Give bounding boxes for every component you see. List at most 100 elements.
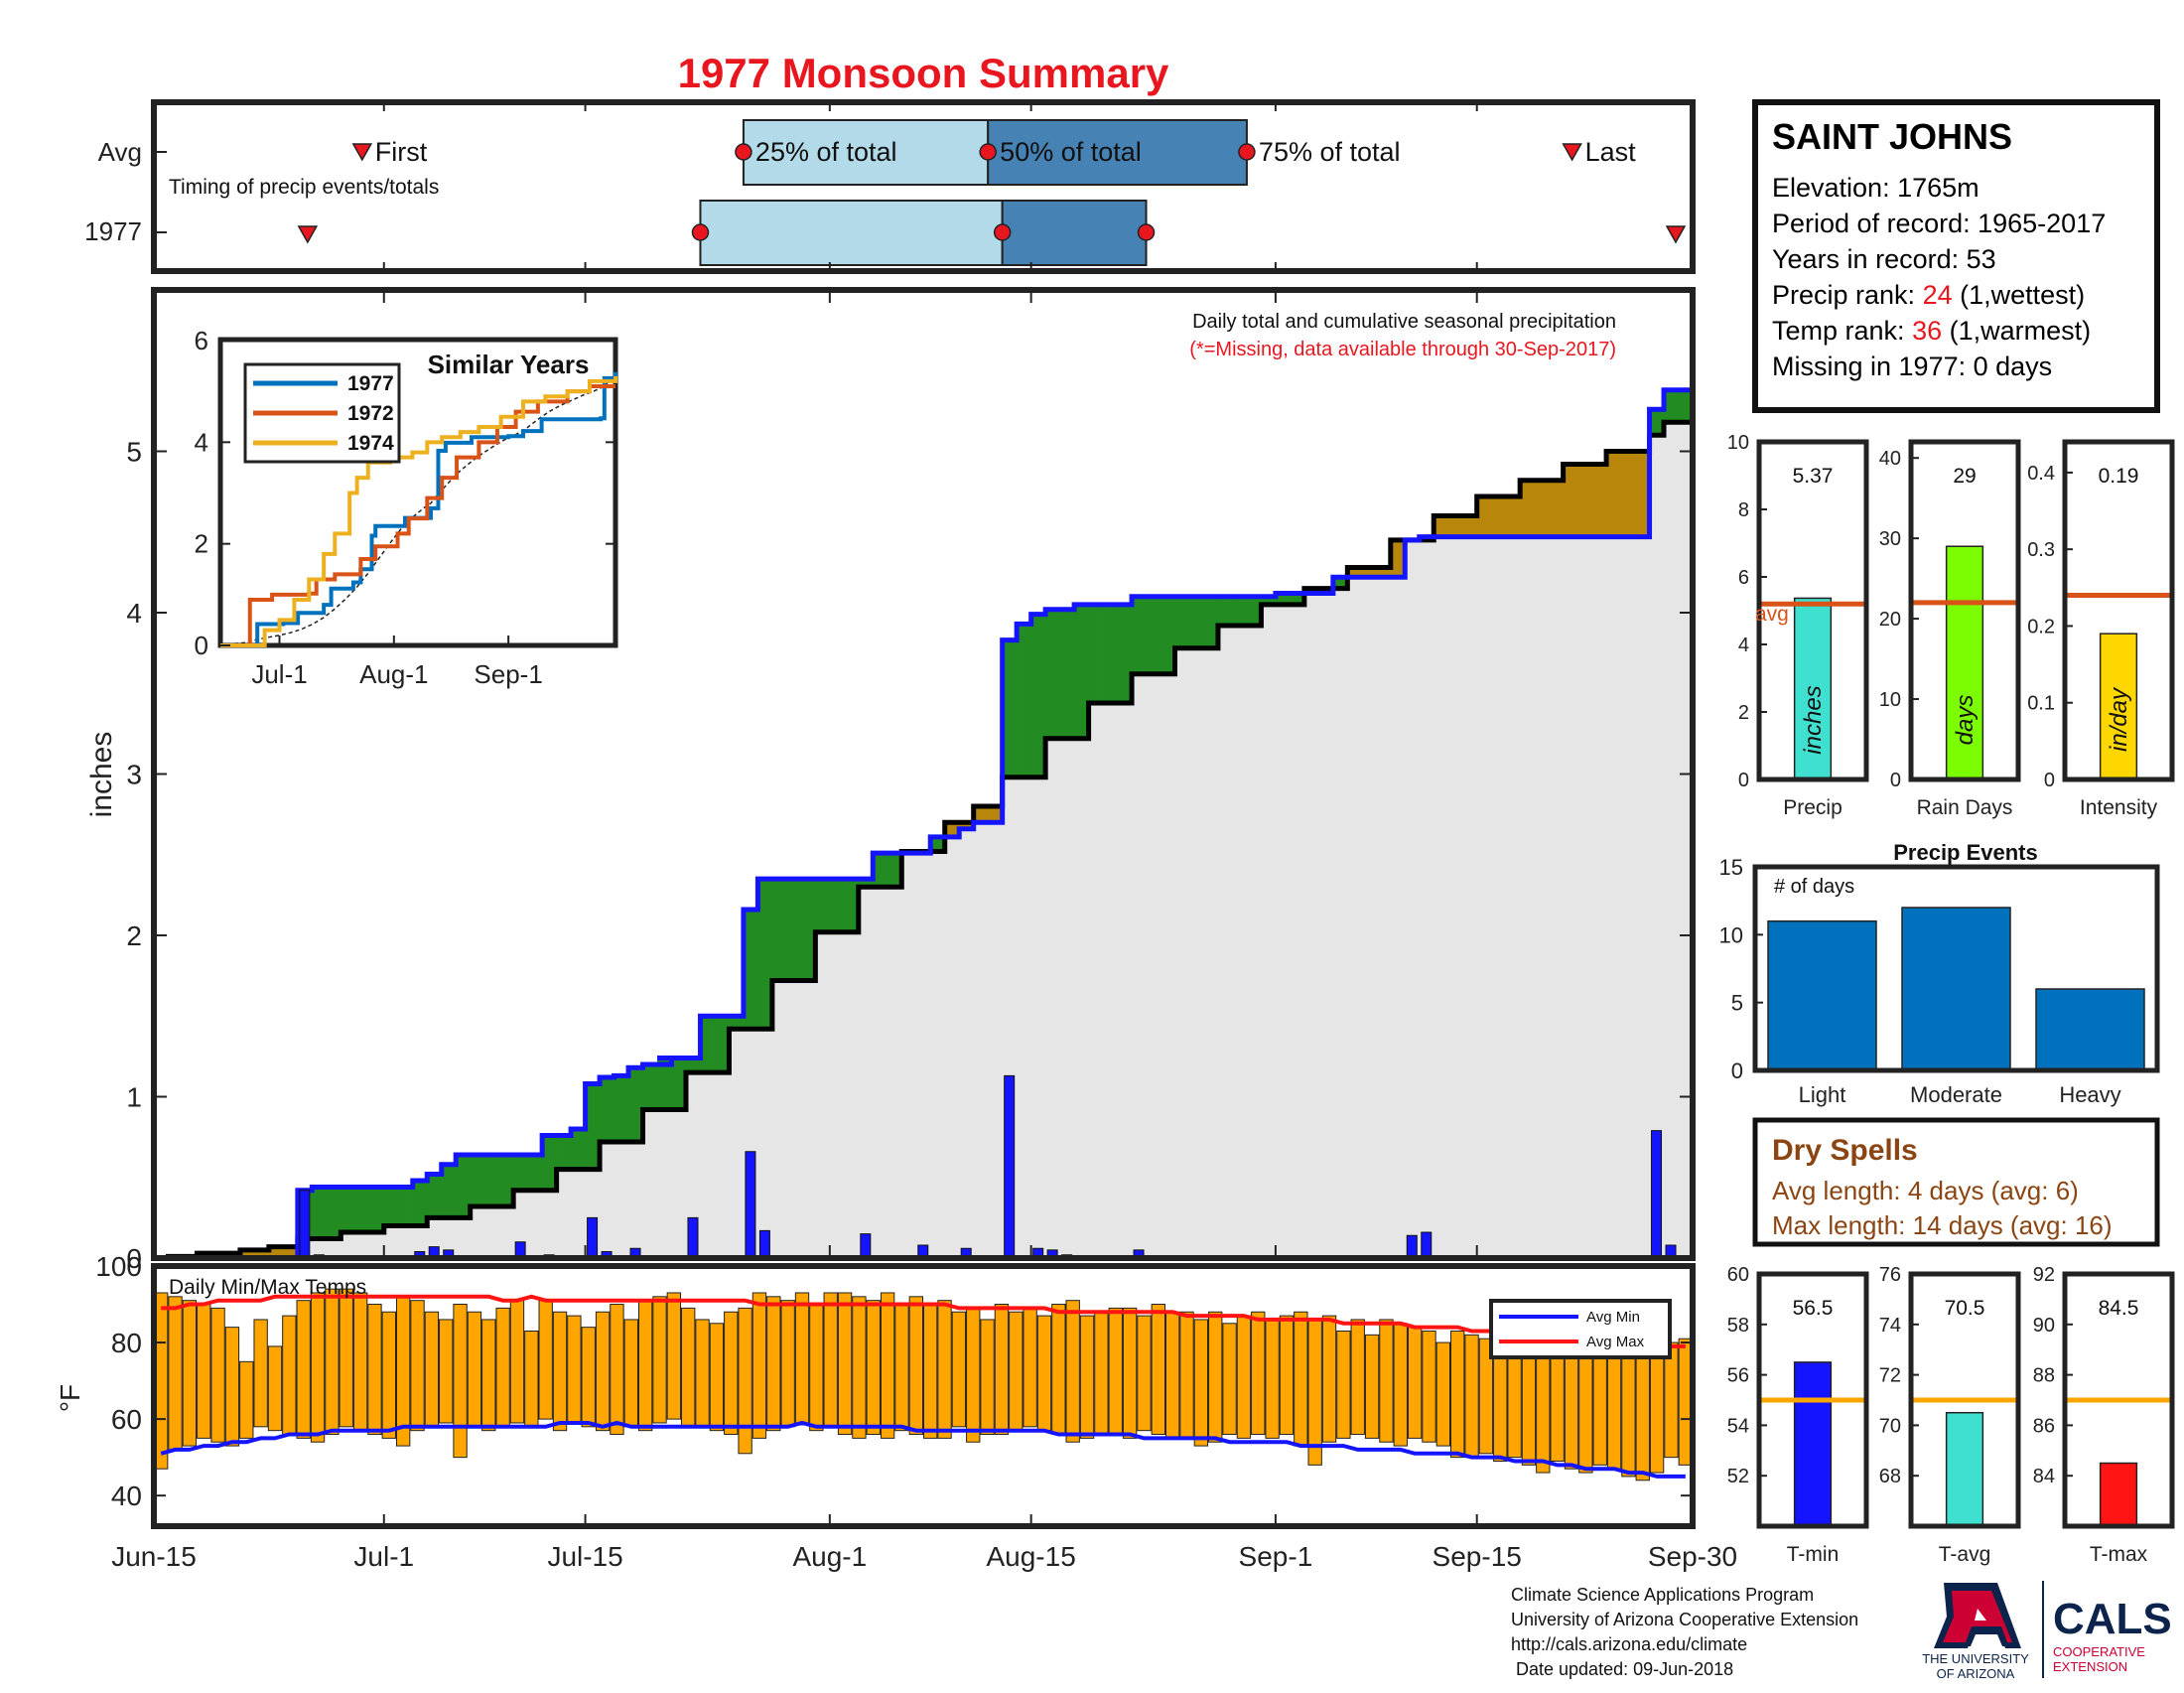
above-avg-band — [1002, 639, 1018, 777]
year-p75-marker — [1137, 223, 1156, 241]
below-avg-band — [239, 1249, 255, 1258]
above-avg-band — [1649, 409, 1665, 436]
above-avg-band — [1217, 596, 1233, 626]
legend-label-avg-max: Avg Max — [1586, 1334, 1645, 1350]
x-tick-label: Sep-1 — [1239, 1541, 1313, 1572]
footer: Climate Science Applications Program Uni… — [1511, 1585, 1858, 1679]
daily-temp-bar — [439, 1319, 454, 1424]
main-y-tick-label: 5 — [126, 437, 142, 468]
below-avg-band — [1577, 464, 1593, 537]
summary-panel-t-min: 52 54 56 58 60 56.5 T-min — [1727, 1264, 1869, 1566]
above-avg-band — [527, 1155, 543, 1191]
daily-temp-bar — [524, 1331, 539, 1428]
panel-y-tick-label: 52 — [1727, 1466, 1749, 1487]
above-avg-band — [312, 1187, 328, 1239]
daily-precip-bar — [1406, 1234, 1418, 1259]
panel-bar-unit-label: days — [1952, 695, 1979, 746]
inset-line-1977 — [220, 371, 617, 647]
x-tick-label: Sep-30 — [1648, 1541, 1737, 1572]
daily-precip-bar — [1004, 1074, 1016, 1259]
above-avg-band — [441, 1164, 457, 1218]
inset-plot-area — [219, 371, 617, 647]
daily-precip-bar — [587, 1216, 599, 1259]
p25-label: 25% of total — [755, 137, 897, 167]
panel-y-tick-label: 6 — [1738, 567, 1749, 589]
temp-y-axis: 40 60 80 100 — [95, 1251, 1693, 1511]
daily-precip-bar — [687, 1216, 699, 1259]
daily-temp-bar — [481, 1319, 496, 1432]
avg-p25-marker — [735, 143, 752, 161]
inset-y-tick-label: 2 — [195, 529, 208, 559]
panel-category-label: Precip — [1783, 796, 1843, 819]
daily-temp-bar — [1036, 1315, 1052, 1432]
daily-temp-bar — [1578, 1341, 1593, 1474]
daily-precip-bar — [758, 1229, 770, 1259]
below-avg-band — [1520, 480, 1536, 537]
year-p25-marker — [691, 223, 710, 241]
daily-temp-bar — [1379, 1319, 1394, 1443]
temp-y-tick-label: 40 — [111, 1481, 142, 1511]
daily-temp-bar — [1321, 1315, 1337, 1443]
main-plot-area — [154, 387, 1696, 1261]
panel-y-tick-label: 0 — [1890, 770, 1901, 791]
panel-y-tick-label: 2 — [1738, 702, 1749, 724]
daily-temp-bar — [1464, 1334, 1479, 1459]
temp-y-tick-label: 60 — [111, 1404, 142, 1435]
daily-temp-bar — [1407, 1327, 1423, 1439]
above-avg-band — [628, 1067, 644, 1142]
precip-events-title: Precip Events — [1893, 840, 2038, 865]
inset-line-1974 — [220, 375, 617, 647]
footer-line-3: http://cals.arizona.edu/climate — [1511, 1634, 1747, 1654]
panel-frame — [1908, 1271, 2021, 1529]
panel-y-tick-label: 0 — [2044, 770, 2055, 791]
above-avg-band — [1059, 609, 1075, 739]
above-avg-band — [585, 1083, 601, 1170]
daily-temp-bar — [1606, 1345, 1622, 1470]
daily-temp-bar — [310, 1292, 326, 1443]
dry-spells-frame — [1752, 1117, 2160, 1247]
panel-y-tick-label: 4 — [1738, 635, 1749, 656]
panel-frame — [1756, 1271, 1869, 1529]
cals-sub-1: COOPERATIVE — [2053, 1644, 2145, 1659]
above-avg-band — [771, 879, 787, 981]
above-avg-band — [800, 879, 816, 981]
panel-avg-label: avg — [1755, 603, 1789, 626]
daily-temp-bar — [210, 1307, 225, 1443]
summary-panel-intensity: 0 0.1 0.2 0.3 0.4 0.19 Intensity in/day — [2027, 439, 2175, 819]
panel-y-tick-label: 0 — [1738, 770, 1749, 791]
daily-temp-bar — [395, 1296, 411, 1447]
above-avg-band — [1332, 577, 1348, 589]
below-avg-band — [988, 806, 1004, 823]
avg-first-marker — [351, 143, 373, 162]
daily-temp-bar — [581, 1327, 596, 1428]
daily-temp-bar — [1649, 1341, 1665, 1474]
below-avg-band — [1433, 515, 1449, 537]
panel-y-tick-label: 40 — [1879, 448, 1901, 470]
panel-frame — [1908, 439, 2021, 782]
ua-text-line-1: THE UNIVERSITY — [1922, 1651, 2029, 1666]
above-avg-band — [369, 1187, 385, 1232]
above-avg-band — [743, 910, 758, 1030]
panel-y-tick-label: 84 — [2033, 1466, 2055, 1487]
daily-temp-bar — [923, 1304, 938, 1439]
daily-temp-bar — [1023, 1307, 1037, 1428]
panel-y-tick-label: 0.1 — [2027, 693, 2055, 715]
daily-temp-bar — [1079, 1315, 1095, 1439]
above-avg-band — [1117, 604, 1133, 703]
above-avg-band — [383, 1187, 399, 1226]
precip-events-ylabel: # of days — [1774, 876, 1854, 898]
above-avg-band — [657, 1058, 672, 1110]
event-y-tick-label: 10 — [1719, 922, 1743, 947]
panel-value-label: 29 — [1953, 465, 1976, 488]
panel-frame — [2062, 1271, 2175, 1529]
daily-temp-bar — [1164, 1311, 1180, 1439]
station-name: SAINT JOHNS — [1772, 116, 2012, 157]
last-label: Last — [1585, 137, 1637, 167]
above-avg-band — [513, 1155, 529, 1191]
panel-category-label: T-min — [1787, 1543, 1840, 1566]
panel-bar-rain-days — [1945, 545, 1984, 780]
panel-category-label: Rain Days — [1917, 796, 2013, 819]
timing-caption: Timing of precip events/totals — [169, 176, 439, 199]
above-avg-band — [571, 1129, 587, 1170]
